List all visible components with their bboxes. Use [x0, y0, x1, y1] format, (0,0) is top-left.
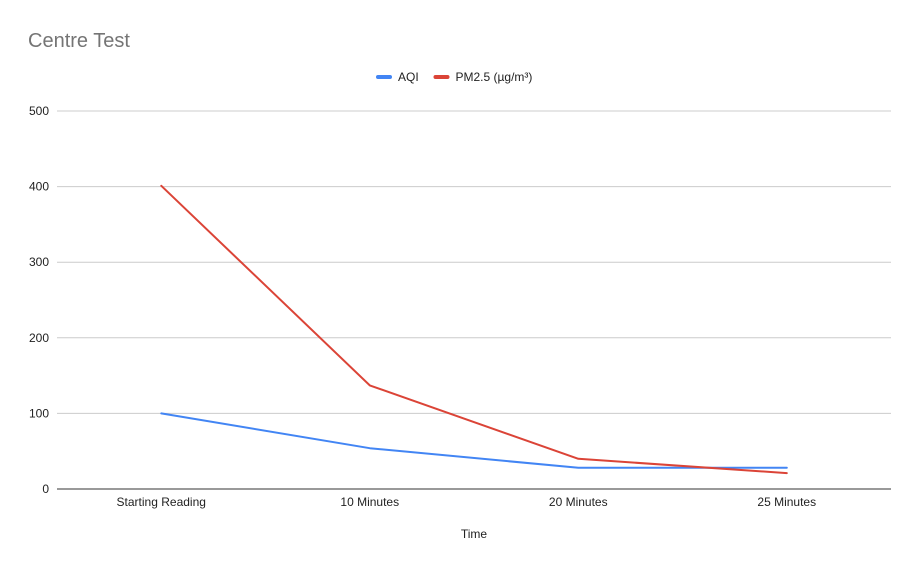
chart-title: Centre Test [28, 30, 130, 52]
y-tick-label: 500 [29, 104, 49, 118]
series-lines [160, 184, 788, 475]
gridlines [57, 110, 891, 490]
legend-label: AQI [398, 70, 419, 84]
x-axis-label: Time [461, 527, 488, 541]
legend: AQI PM2.5 (µg/m³) [376, 70, 533, 84]
legend-item: AQI [376, 70, 419, 84]
x-tick-label: Starting Reading [117, 495, 206, 509]
x-tick-label: 10 Minutes [340, 495, 399, 509]
y-tick-label: 300 [29, 255, 49, 269]
y-axis-ticks: 0 100 200 300 400 500 [29, 104, 49, 496]
x-tick-label: 25 Minutes [757, 495, 816, 509]
y-tick-label: 0 [42, 482, 49, 496]
x-axis-ticks: Starting Reading 10 Minutes 20 Minutes 25 M… [117, 495, 817, 509]
series-line-pm25 [160, 184, 788, 475]
x-tick-label: 20 Minutes [549, 495, 608, 509]
series-line-aqi [160, 412, 788, 469]
legend-item: PM2.5 (µg/m³) [433, 70, 533, 84]
y-tick-label: 100 [29, 406, 49, 420]
y-tick-label: 400 [29, 180, 49, 194]
y-tick-label: 200 [29, 331, 49, 345]
legend-label: PM2.5 (µg/m³) [456, 70, 533, 84]
